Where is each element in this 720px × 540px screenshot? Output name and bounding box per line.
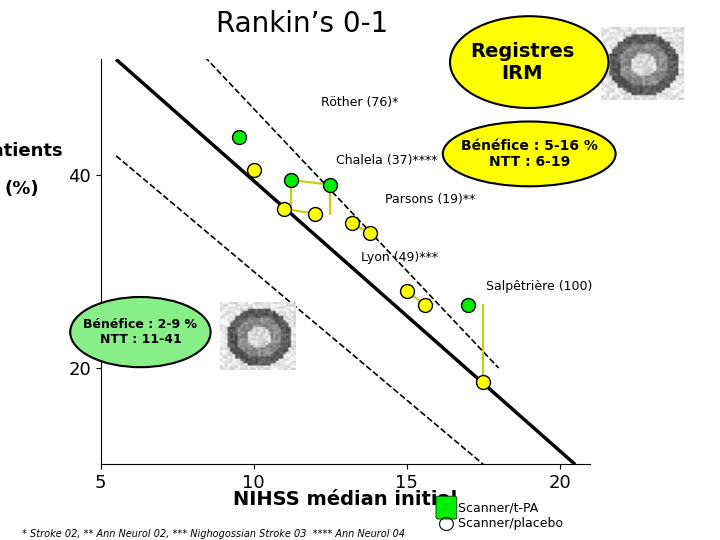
Point	[284, 176, 297, 184]
Point	[420, 301, 431, 309]
Text: Parsons (19)**: Parsons (19)**	[385, 193, 476, 206]
Text: Patients: Patients	[0, 142, 63, 160]
Point	[325, 180, 336, 189]
Point	[279, 205, 290, 213]
Text: Registres
IRM: Registres IRM	[470, 42, 574, 83]
Text: Bénéfice : 5-16 %
NTT : 6-19: Bénéfice : 5-16 % NTT : 6-19	[461, 139, 598, 169]
Text: ●: ●	[438, 498, 455, 517]
Text: Salpêtrière (100): Salpêtrière (100)	[487, 280, 593, 293]
Text: Lyon (49)***: Lyon (49)***	[361, 251, 438, 264]
Point	[462, 301, 474, 309]
Point	[248, 166, 260, 174]
Text: Röther (76)*: Röther (76)*	[321, 96, 398, 109]
Text: (%): (%)	[4, 180, 39, 198]
Point	[477, 378, 489, 387]
Point	[310, 210, 321, 218]
Text: Bénéfice : 2-9 %
NTT : 11-41: Bénéfice : 2-9 % NTT : 11-41	[84, 318, 197, 346]
Text: * Stroke 02, ** Ann Neurol 02, *** Nighogossian Stroke 03  **** Ann Neurol 04: * Stroke 02, ** Ann Neurol 02, *** Nigho…	[22, 529, 405, 539]
Point	[364, 228, 376, 237]
Text: Scanner/t-PA: Scanner/t-PA	[454, 501, 538, 514]
Text: Rankin’s 0-1: Rankin’s 0-1	[216, 10, 389, 38]
Point	[401, 287, 413, 295]
Text: ○: ○	[438, 514, 455, 534]
Text: Chalela (37)****: Chalela (37)****	[336, 154, 438, 167]
Text: NIHSS médian initial: NIHSS médian initial	[233, 490, 458, 509]
Point	[233, 132, 244, 141]
Point	[346, 219, 358, 228]
Text: Scanner/placebo: Scanner/placebo	[454, 517, 562, 530]
